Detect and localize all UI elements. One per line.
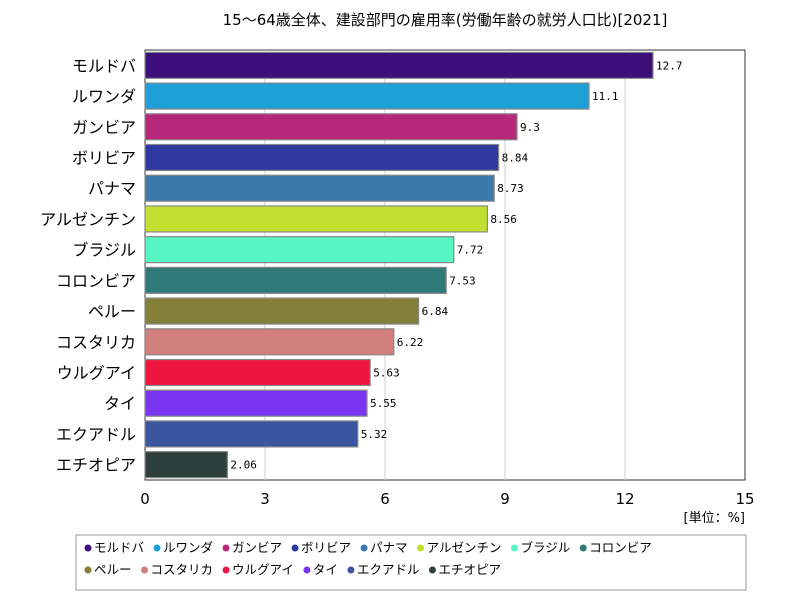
- legend-item: ブラジル: [520, 540, 570, 555]
- legend-item: コロンビア: [589, 540, 652, 555]
- x-tick-labels: 0 3 6 9 12 15: [140, 490, 754, 508]
- category-label: ルワンダ: [72, 87, 136, 106]
- data-label: 5.63: [373, 367, 400, 380]
- category-label: ウルグアイ: [57, 364, 136, 383]
- bar: [144, 328, 395, 356]
- legend-item: タイ: [313, 562, 338, 577]
- legend-marker: [153, 544, 161, 552]
- x-tick-label: 9: [500, 490, 510, 508]
- legend-marker: [428, 566, 436, 574]
- data-label: 7.72: [457, 244, 484, 257]
- legend-item: エチオピア: [438, 562, 501, 577]
- category-label: ブラジル: [72, 241, 136, 260]
- data-label: 5.32: [361, 428, 388, 441]
- unit-label: [単位：%]: [684, 510, 746, 526]
- category-label: モルドバ: [72, 56, 136, 75]
- legend-marker: [84, 566, 92, 574]
- legend-item: ボリビア: [301, 540, 351, 555]
- x-tick-label: 0: [140, 490, 150, 508]
- legend-item: アルゼンチン: [427, 540, 502, 555]
- legend-item: パナマ: [370, 540, 408, 555]
- data-label: 8.84: [502, 152, 529, 165]
- legend-marker: [417, 544, 425, 552]
- bar: [144, 420, 359, 448]
- x-tick-label: 12: [615, 490, 634, 508]
- bar: [144, 236, 455, 264]
- bar: [144, 451, 229, 479]
- bar: [144, 174, 495, 202]
- category-labels: モルドバルワンダガンビアボリビアパナマアルゼンチンブラジルコロンビアペルーコスタ…: [40, 56, 136, 474]
- bar: [144, 113, 518, 141]
- data-label: 12.7: [656, 59, 683, 72]
- category-label: パナマ: [88, 179, 136, 198]
- data-label: 2.06: [230, 459, 257, 472]
- legend-item: モルドバ: [94, 540, 144, 555]
- legend-item: ペルー: [94, 562, 132, 577]
- legend-item: ウルグアイ: [232, 562, 294, 577]
- data-label: 6.84: [422, 305, 449, 318]
- x-tick-label: 6: [380, 490, 390, 508]
- data-label: 7.53: [449, 274, 476, 287]
- data-label: 8.56: [490, 213, 517, 226]
- legend-marker: [222, 566, 230, 574]
- chart-title: 15～64歳全体、建設部門の雇用率(労働年齢の就労人口比)[2021]: [223, 11, 668, 29]
- legend-marker: [347, 566, 355, 574]
- legend-marker: [579, 544, 587, 552]
- legend-marker: [291, 544, 299, 552]
- data-label: 9.3: [520, 121, 540, 134]
- legend-item: エクアドル: [357, 562, 420, 577]
- bars: 12.7 11.1 9.3 8.84 8.73 8.56 7.72 7.53 6.84 6.22 5…: [144, 51, 683, 479]
- legend-marker: [222, 544, 230, 552]
- x-tick-label: 15: [735, 490, 754, 508]
- legend-marker: [360, 544, 368, 552]
- bar: [144, 297, 420, 325]
- category-label: エチオピア: [56, 456, 136, 475]
- category-label: ガンビア: [72, 118, 136, 137]
- bar: [144, 205, 488, 233]
- bar: [144, 143, 500, 172]
- category-label: コスタリカ: [56, 333, 136, 352]
- bar: [144, 389, 368, 417]
- data-label: 8.73: [497, 182, 524, 195]
- bar: [144, 358, 371, 387]
- legend-item: コスタリカ: [151, 562, 214, 577]
- x-tick-label: 3: [260, 490, 270, 508]
- legend-marker: [141, 566, 149, 574]
- category-label: タイ: [104, 394, 136, 413]
- bar: [144, 51, 654, 79]
- legend-marker: [510, 544, 518, 552]
- bar: [144, 82, 590, 110]
- category-label: ボリビア: [72, 149, 136, 168]
- legend-item: ルワンダ: [163, 540, 213, 555]
- data-label: 11.1: [592, 90, 619, 103]
- legend-marker: [303, 566, 311, 574]
- category-label: コロンビア: [56, 271, 136, 290]
- category-label: アルゼンチン: [40, 210, 136, 229]
- legend-marker: [84, 544, 92, 552]
- data-label: 6.22: [397, 336, 424, 349]
- category-label: ペルー: [88, 302, 136, 321]
- bar: [144, 266, 447, 294]
- data-label: 5.55: [370, 397, 397, 410]
- legend-box: [75, 534, 747, 591]
- category-label: エクアドル: [56, 425, 136, 444]
- legend-item: ガンビア: [232, 540, 282, 555]
